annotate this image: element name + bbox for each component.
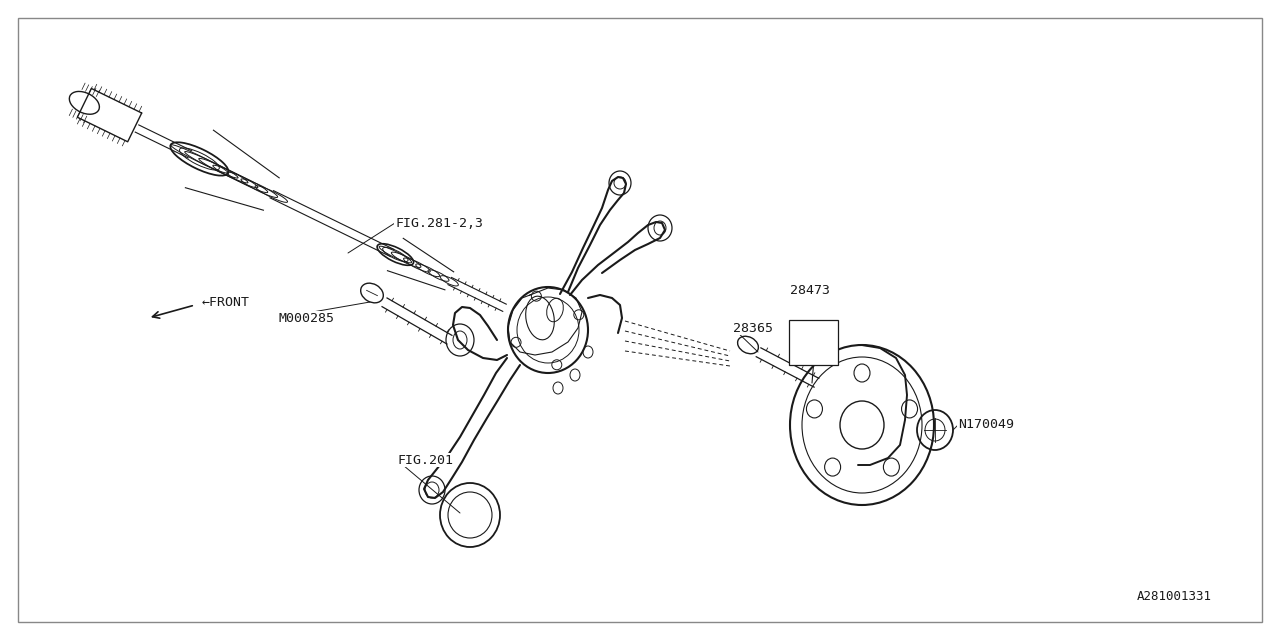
Text: FIG.281-2,3: FIG.281-2,3	[396, 216, 483, 230]
Text: FIG.201: FIG.201	[397, 454, 453, 467]
Text: 28365: 28365	[733, 321, 773, 335]
Bar	[788, 320, 838, 365]
Text: N170049: N170049	[957, 419, 1014, 431]
Text: A281001331: A281001331	[1137, 589, 1212, 602]
Text: ←FRONT: ←FRONT	[202, 296, 250, 308]
Text: M000285: M000285	[278, 312, 334, 324]
Text: 28473: 28473	[790, 284, 829, 296]
